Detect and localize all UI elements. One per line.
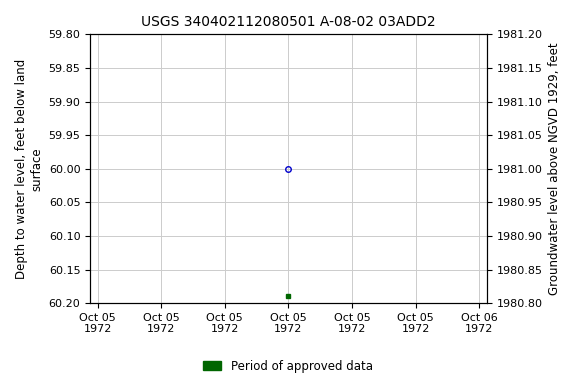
Legend: Period of approved data: Period of approved data xyxy=(199,355,377,377)
Title: USGS 340402112080501 A-08-02 03ADD2: USGS 340402112080501 A-08-02 03ADD2 xyxy=(141,15,436,29)
Y-axis label: Depth to water level, feet below land
surface: Depth to water level, feet below land su… xyxy=(15,59,43,279)
Y-axis label: Groundwater level above NGVD 1929, feet: Groundwater level above NGVD 1929, feet xyxy=(548,42,561,295)
